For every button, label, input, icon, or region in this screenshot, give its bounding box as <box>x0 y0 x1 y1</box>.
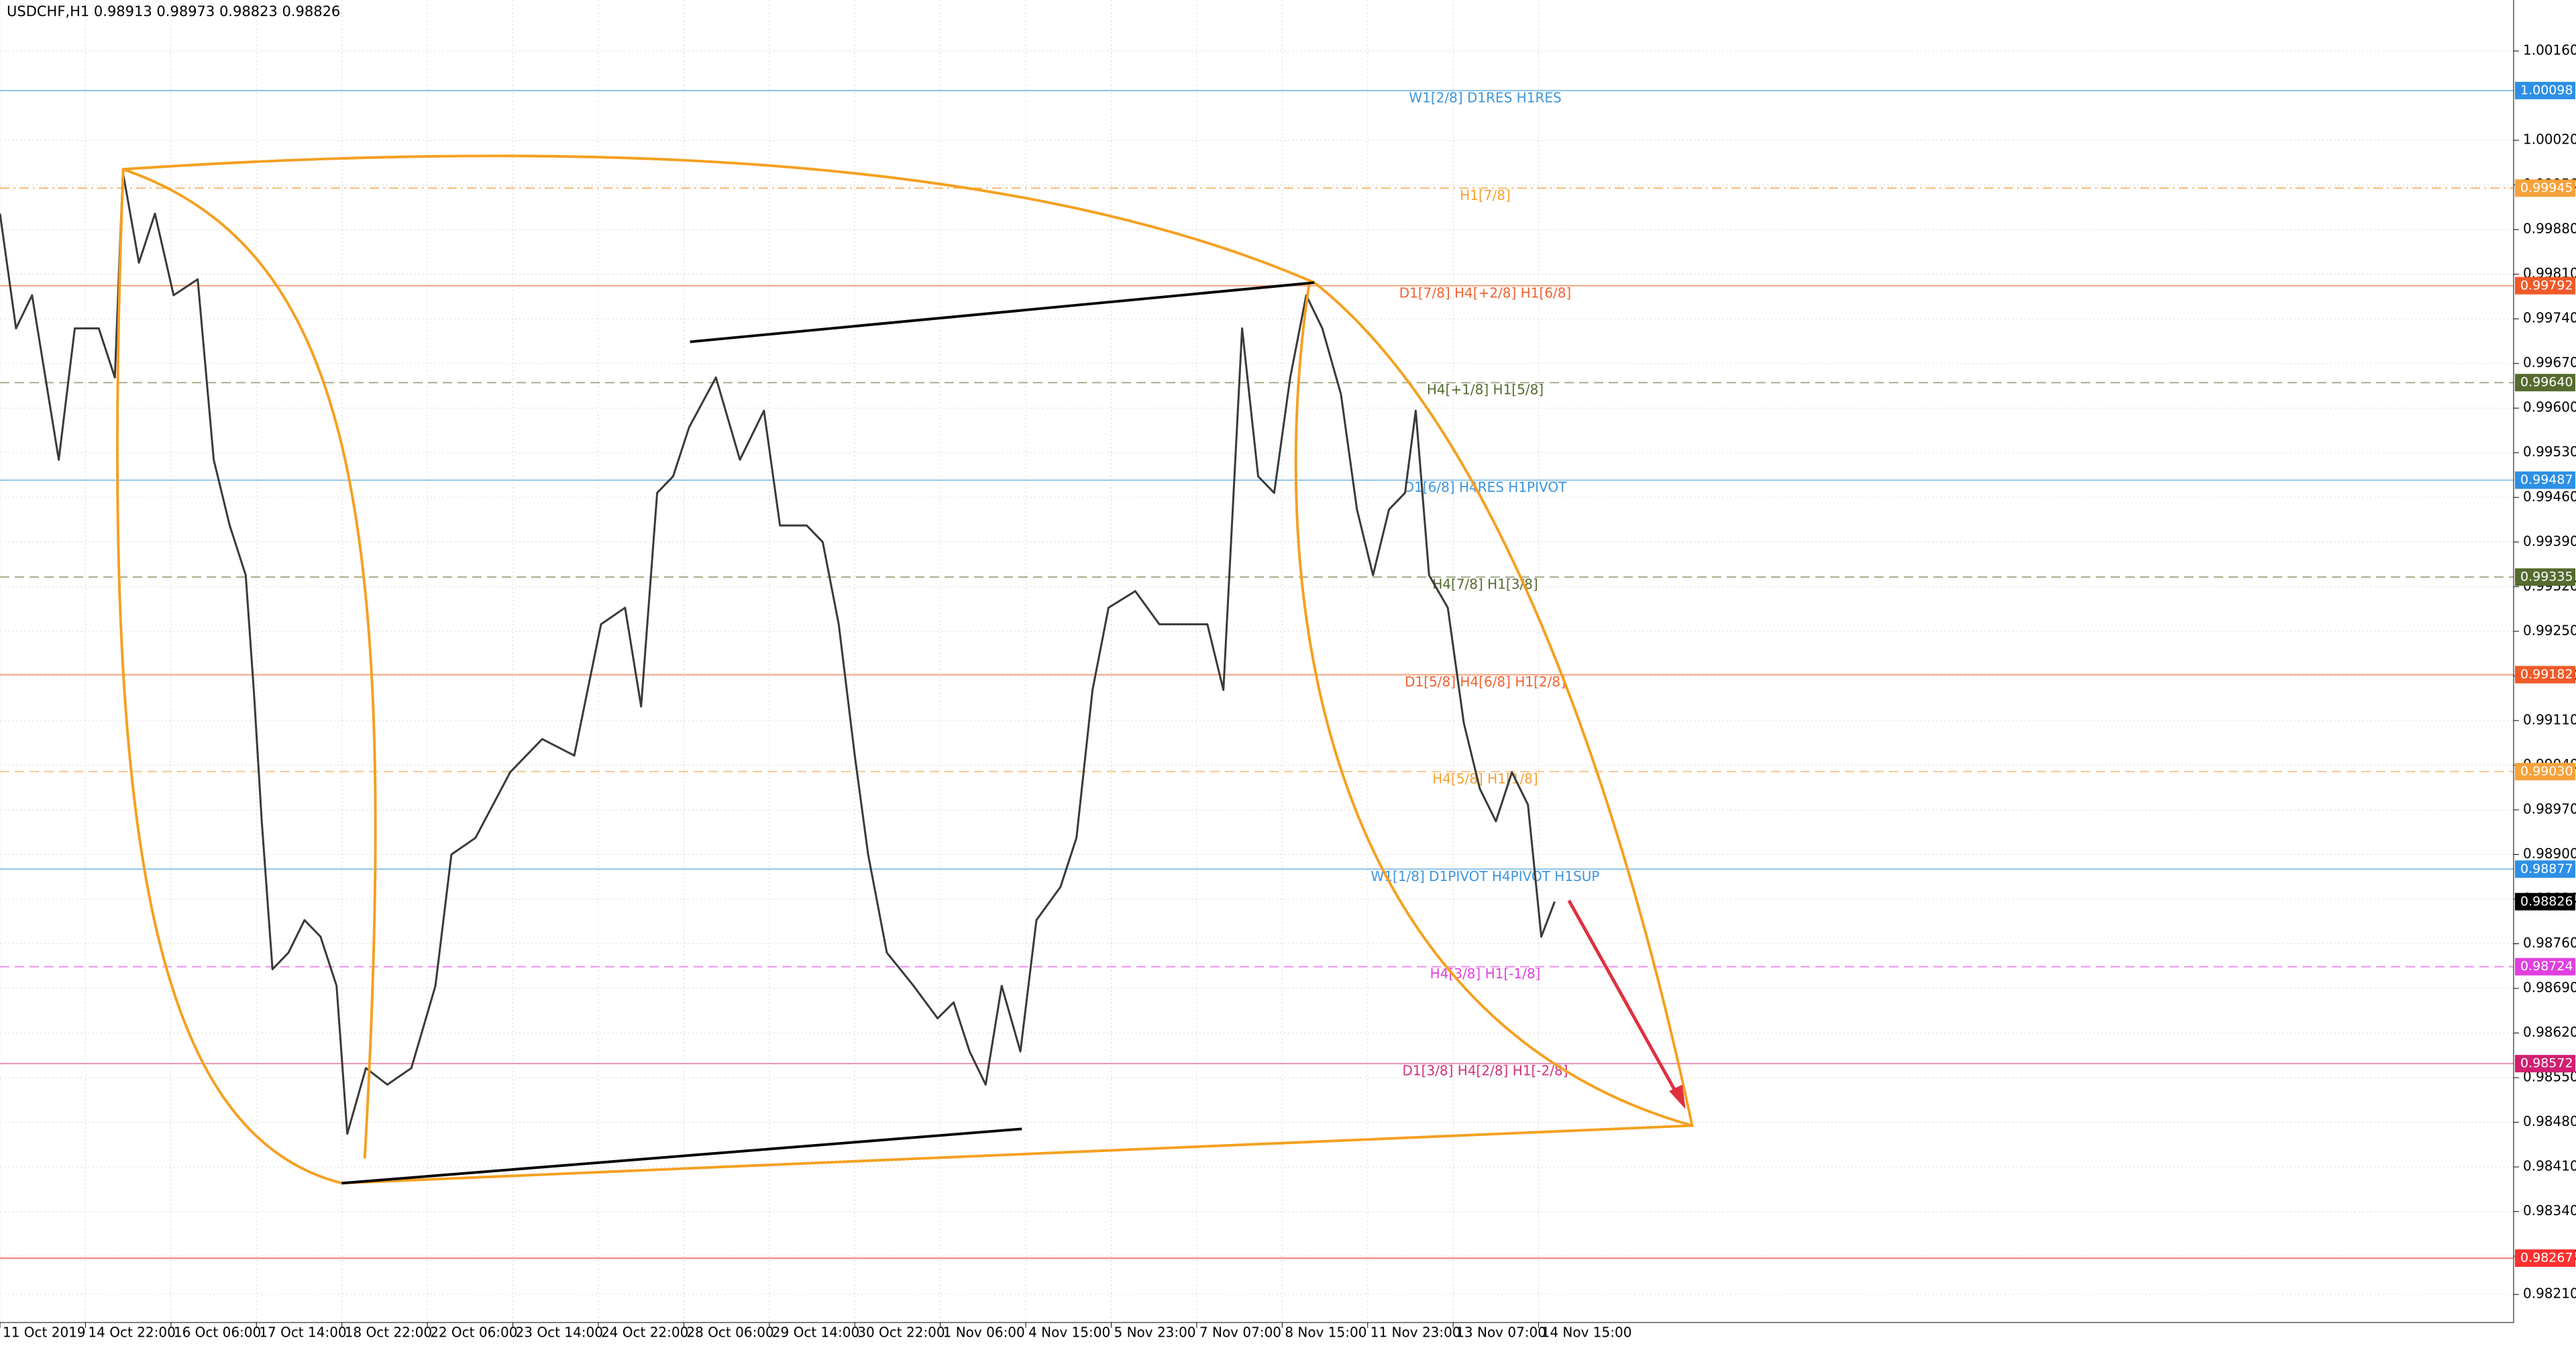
level-marker-label: 0.98724 <box>2520 959 2573 974</box>
chart-title: USDCHF,H1 0.98913 0.98973 0.98823 0.9882… <box>7 3 340 19</box>
current-price-label: 0.98826 <box>2520 894 2573 909</box>
level-label: H4[5/8] H1[1/8] <box>1432 770 1538 786</box>
x-tick-label: 18 Oct 22:00 <box>345 1325 432 1341</box>
level-marker <box>2515 276 2575 295</box>
x-tick-label: 11 Oct 2019 <box>3 1325 86 1341</box>
level-label: D1[6/8] H4RES H1PIVOT <box>1404 479 1567 495</box>
series <box>0 171 1556 1135</box>
level-marker-label: 0.99335 <box>2520 570 2573 584</box>
level-marker <box>2515 179 2575 197</box>
level-marker-label: 0.99030 <box>2520 764 2573 778</box>
level-marker-label: 0.98572 <box>2520 1056 2573 1071</box>
level-label: D1[5/8] H4[6/8] H1[2/8] <box>1405 674 1566 690</box>
x-tick-label: 14 Oct 22:00 <box>88 1325 175 1341</box>
x-tick-label: 7 Nov 07:00 <box>1199 1325 1281 1341</box>
y-tick-label: 0.99460 <box>2523 488 2576 505</box>
levels: W1[2/8] D1RES H1RES H1[7/8] D1[7/8] H4[+2/… <box>0 89 2514 1259</box>
y-tick-label: 0.99880 <box>2523 221 2576 237</box>
level-marker-label: 0.98877 <box>2520 862 2573 876</box>
y-tick-label: 0.98620 <box>2523 1024 2576 1040</box>
level-marker-label: 0.99182 <box>2520 667 2573 682</box>
y-tick-label: 0.98900 <box>2523 845 2576 862</box>
level-marker-label: 0.98267 <box>2520 1251 2573 1265</box>
trendline-lower <box>341 1127 1022 1185</box>
y-tick-label: 0.98340 <box>2523 1202 2576 1219</box>
level-marker <box>2515 860 2575 878</box>
y-tick-label: 0.99110 <box>2523 711 2576 727</box>
x-tick-label: 11 Nov 23:00 <box>1371 1325 1461 1341</box>
y-tick-label: 0.98690 <box>2523 980 2576 996</box>
level-label: W1[2/8] D1RES H1RES <box>1409 89 1561 105</box>
current-price-marker <box>2515 892 2575 911</box>
level-marker <box>2515 1055 2575 1073</box>
x-tick-label: 13 Nov 07:00 <box>1456 1325 1546 1341</box>
left-inner-curve <box>123 168 377 1159</box>
level-marker-label: 0.99640 <box>2520 375 2573 390</box>
level-marker <box>2515 568 2575 586</box>
price-line <box>0 171 1556 1135</box>
x-tick-label: 22 Oct 06:00 <box>430 1325 517 1341</box>
x-tick-label: 1 Nov 06:00 <box>943 1325 1025 1341</box>
y-tick-label: 1.00160 <box>2523 42 2576 58</box>
level-marker-label: 0.99792 <box>2520 278 2573 293</box>
x-tick-label: 8 Nov 15:00 <box>1285 1325 1366 1341</box>
x-tick-label: 16 Oct 06:00 <box>174 1325 261 1341</box>
level-marker-label: 1.00098 <box>2520 83 2573 97</box>
level-label: D1[7/8] H4[+2/8] H1[6/8] <box>1399 284 1572 301</box>
forecast-arrow <box>1567 899 1681 1099</box>
drawings <box>116 154 1694 1185</box>
y-tick-label: 0.99670 <box>2523 354 2576 370</box>
level-marker <box>2515 666 2575 684</box>
x-tick-label: 5 Nov 23:00 <box>1114 1325 1195 1341</box>
y-tick-label: 0.99390 <box>2523 533 2576 549</box>
y-tick-label: 0.98970 <box>2523 800 2576 817</box>
x-tick-label: 4 Nov 15:00 <box>1028 1325 1110 1341</box>
level-label: H1[7/8] <box>1460 187 1511 203</box>
level-marker <box>2515 957 2575 976</box>
level-marker <box>2515 374 2575 392</box>
outer-curve <box>116 154 1694 1185</box>
level-label: D1[3/8] H4[2/8] H1[-2/8] <box>1403 1063 1568 1079</box>
x-tick-label: 28 Oct 06:00 <box>686 1325 773 1341</box>
trendline-upper <box>690 281 1315 344</box>
level-marker <box>2515 81 2575 99</box>
level-marker <box>2515 471 2575 489</box>
y-tick-label: 0.98480 <box>2523 1113 2576 1129</box>
level-marker <box>2515 1249 2575 1267</box>
x-tick-label: 30 Oct 22:00 <box>857 1325 945 1341</box>
y-tick-label: 0.98760 <box>2523 935 2576 951</box>
x-tick-label: 17 Oct 14:00 <box>259 1325 346 1341</box>
x-tick-label: 23 Oct 14:00 <box>516 1325 603 1341</box>
y-tick-label: 1.00020 <box>2523 132 2576 148</box>
level-marker-label: 0.99487 <box>2520 472 2573 487</box>
x-tick-label: 14 Nov 15:00 <box>1542 1325 1632 1341</box>
y-tick-label: 0.99530 <box>2523 444 2576 460</box>
y-tick-label: 0.99250 <box>2523 622 2576 638</box>
level-marker-label: 0.99945 <box>2520 180 2573 195</box>
y-tick-label: 0.98210 <box>2523 1286 2576 1302</box>
level-marker <box>2515 762 2575 780</box>
level-label: W1[1/8] D1PIVOT H4PIVOT H1SUP <box>1371 868 1600 884</box>
y-tick-label: 0.98410 <box>2523 1158 2576 1174</box>
x-tick-label: 24 Oct 22:00 <box>601 1325 688 1341</box>
right-inner-curve <box>1294 282 1693 1127</box>
grid <box>0 0 2514 1323</box>
x-tick-label: 29 Oct 14:00 <box>772 1325 859 1341</box>
level-label: H4[+1/8] H1[5/8] <box>1427 382 1544 398</box>
y-tick-label: 0.99600 <box>2523 399 2576 415</box>
forecast-arrow-head <box>1669 1084 1686 1110</box>
y-tick-label: 0.99740 <box>2523 310 2576 326</box>
